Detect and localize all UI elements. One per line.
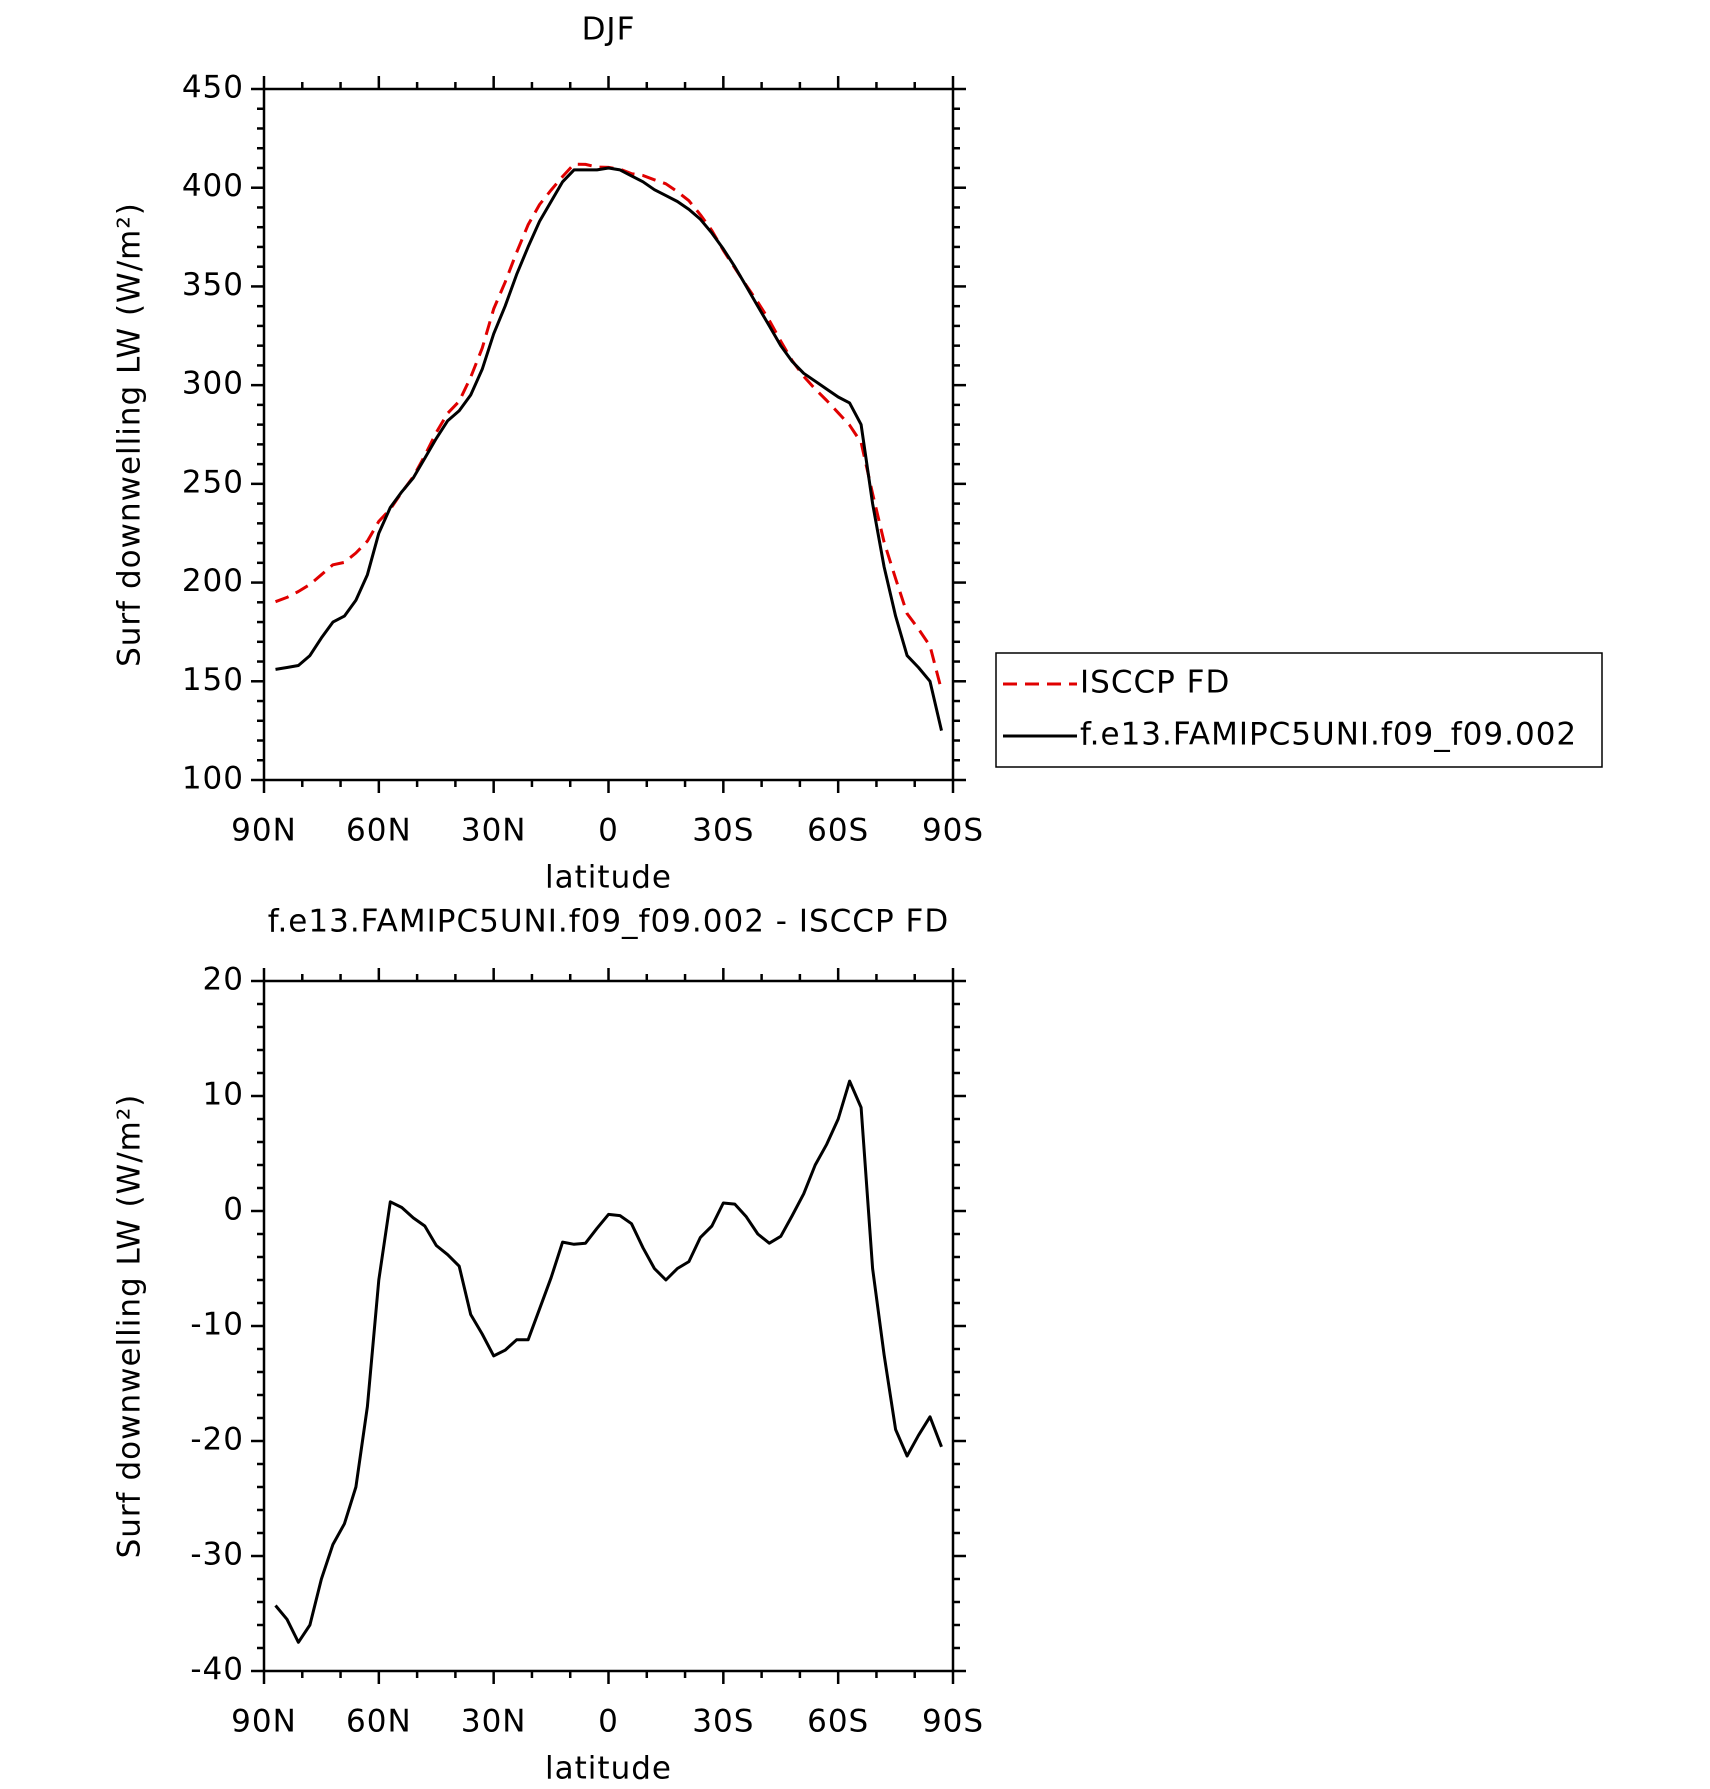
y-axis-label: Surf downwelling LW (W/m²) [112, 1094, 148, 1559]
series-line [275, 166, 943, 731]
x-axis-label: latitude [545, 1751, 672, 1787]
y-tick-label: 400 [182, 168, 244, 204]
y-tick-label: -30 [190, 1537, 244, 1573]
x-tick-label: 0 [598, 1704, 619, 1740]
y-tick-label: 150 [182, 662, 244, 698]
chart-title: DJF [582, 12, 636, 48]
y-tick-label: 0 [223, 1192, 244, 1228]
y-axis-label: Surf downwelling LW (W/m²) [112, 202, 148, 667]
x-tick-label: 90S [922, 1704, 984, 1740]
x-tick-label: 90N [231, 813, 297, 849]
plot-frame [262, 979, 955, 1673]
series-line [274, 162, 943, 691]
x-tick-label: 30S [692, 1704, 754, 1740]
x-tick-label: 0 [598, 813, 619, 849]
x-tick-label: 60S [807, 1704, 869, 1740]
x-tick-label: 90S [922, 813, 984, 849]
x-tick-label: 60N [346, 813, 412, 849]
y-tick-label: 300 [182, 366, 244, 402]
y-tick-label: 250 [182, 464, 244, 500]
x-tick-label: 30N [461, 813, 527, 849]
legend-label: f.e13.FAMIPC5UNI.f09_f09.002 [1080, 717, 1577, 753]
x-tick-label: 90N [231, 1704, 297, 1740]
x-axis-label: latitude [545, 860, 672, 896]
legend-box [995, 652, 1603, 768]
x-tick-label: 30N [461, 1704, 527, 1740]
y-tick-label: -20 [190, 1422, 244, 1458]
y-tick-label: 10 [203, 1077, 244, 1113]
plot-frame [262, 87, 955, 782]
chart-title: f.e13.FAMIPC5UNI.f09_f09.002 - ISCCP FD [268, 904, 949, 940]
y-tick-label: 350 [182, 267, 244, 303]
y-tick-label: 200 [182, 563, 244, 599]
y-tick-label: 450 [182, 70, 244, 106]
y-tick-label: 100 [182, 761, 244, 797]
y-tick-label: -10 [190, 1307, 244, 1343]
series-line [274, 1079, 943, 1644]
legend: ISCCP FD f.e13.FAMIPC5UNI.f09_f09.002 [995, 652, 1603, 768]
y-tick-label: 20 [203, 962, 244, 998]
x-tick-label: 30S [692, 813, 754, 849]
legend-label: ISCCP FD [1080, 665, 1230, 701]
x-tick-label: 60N [346, 1704, 412, 1740]
y-tick-label: -40 [190, 1652, 244, 1688]
x-tick-label: 60S [807, 813, 869, 849]
